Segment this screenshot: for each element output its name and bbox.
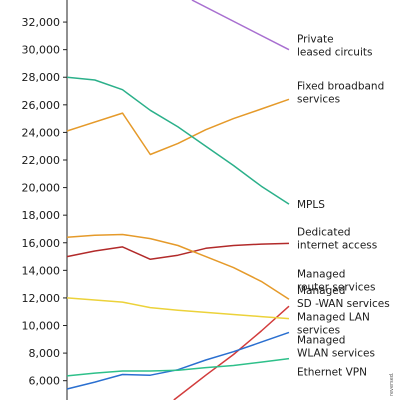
y-tick-label: 28,000 — [22, 71, 61, 84]
series-line-managed-sd-wan-services — [173, 305, 290, 400]
series-label: Managed LAN services — [297, 312, 370, 337]
series-label: Ethernet VPN — [297, 367, 367, 379]
series-label-line: services — [297, 325, 340, 337]
series-label-line: Managed — [297, 268, 345, 280]
series-label-line: router services — [297, 281, 375, 293]
series-label-line: Dedicated — [297, 226, 351, 238]
series-line-mpls — [66, 76, 290, 205]
series-label-line: Managed — [297, 334, 345, 346]
series-label-line: SD -WAN services — [297, 298, 390, 310]
series-label: Fixed broadband services — [297, 80, 384, 105]
y-tick-label: 18,000 — [22, 209, 61, 222]
series-label: Managed WLAN services — [297, 334, 375, 359]
y-tick-label: 26,000 — [22, 99, 61, 112]
y-tick-label: 16,000 — [22, 237, 61, 250]
series-line-private-leased-circuits — [191, 0, 290, 51]
series-line-managed-wlan-services — [66, 331, 290, 390]
series-label-line: Managed LAN — [297, 312, 370, 324]
series-line-dedicated-internet-access — [66, 242, 290, 261]
y-tick-label: 12,000 — [22, 292, 61, 305]
series-label-line: Private — [297, 34, 334, 46]
y-tick-label: 14,000 — [22, 264, 61, 277]
y-tick-label: 30,000 — [22, 44, 61, 57]
series-label-line: leased circuits — [297, 47, 372, 59]
series-label-line: services — [297, 93, 340, 105]
series-label: MPLS — [297, 199, 325, 211]
series-label: Private leased circuits — [297, 34, 372, 59]
series-line-managed-router-services — [66, 233, 290, 300]
y-tick-label: 8,000 — [29, 347, 61, 360]
series-label: Managed SD -WAN services — [297, 285, 390, 310]
y-tick-label: 24,000 — [22, 126, 61, 139]
series-line-ethernet-vpn — [66, 357, 290, 377]
series-line-managed-lan-services — [66, 297, 290, 320]
series-label-line: Ethernet VPN — [297, 367, 367, 379]
series-label: Dedicated internet access — [297, 226, 377, 251]
y-tick-label: 32,000 — [22, 16, 61, 29]
series-label-line: internet access — [297, 239, 377, 251]
y-tick-label: 22,000 — [22, 154, 61, 167]
y-tick-label: 6,000 — [29, 375, 61, 388]
y-axis: 6,000 8,000 10,000 12,000 14,000 16,000 18,000… — [22, 0, 68, 400]
series-lines — [66, 0, 290, 400]
series-label: Managed router services — [297, 268, 375, 293]
series-label-line: MPLS — [297, 199, 325, 211]
series-label-line: Fixed broadband — [297, 80, 384, 92]
series-label-line: Managed — [297, 285, 345, 297]
series-label-line: WLAN services — [297, 347, 375, 359]
side-note: reversed. — [389, 372, 395, 396]
y-tick-label: 10,000 — [22, 320, 61, 333]
y-tick-label: 20,000 — [22, 182, 61, 195]
